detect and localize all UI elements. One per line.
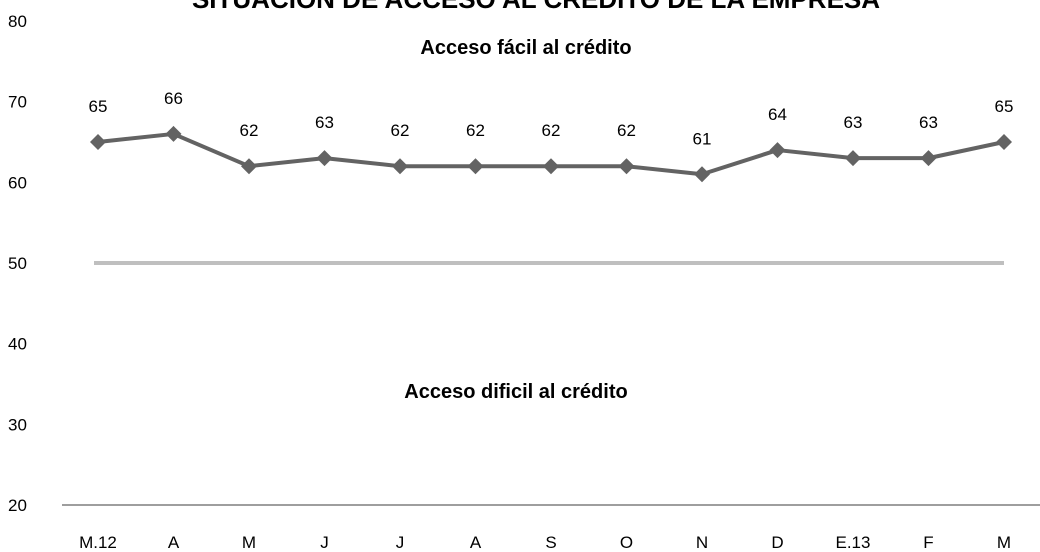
annotation-difficult-access: Acceso dificil al crédito [404, 381, 627, 403]
y-tick-label: 40 [8, 335, 27, 354]
y-tick-label: 30 [8, 415, 27, 434]
axis-layer: 20 30 40 50 60 70 80 M.12 A M J J A S O N D E.13 F M [8, 12, 1040, 552]
x-tick-label: A [168, 533, 180, 552]
y-tick-label: 60 [8, 173, 27, 192]
data-label: 62 [617, 121, 636, 140]
data-label: 62 [391, 121, 410, 140]
data-label: 63 [315, 113, 334, 132]
data-point-marker [90, 134, 106, 150]
data-point-marker [316, 150, 333, 167]
x-tick-label: M [997, 533, 1011, 552]
x-tick-label: E.13 [836, 533, 871, 552]
x-tick-label: A [470, 533, 482, 552]
data-point-marker [543, 158, 559, 175]
x-tick-label: J [320, 533, 329, 552]
data-point-marker [920, 150, 937, 167]
series-layer: 65 66 62 63 62 62 62 62 61 64 63 63 65 [89, 89, 1014, 183]
chart-title: SITUACIÓN DE ACCESO AL CRÉDITO DE LA EMP… [192, 0, 880, 14]
y-tick-label: 80 [8, 12, 27, 31]
x-tick-label: N [696, 533, 708, 552]
x-tick-label: S [545, 533, 556, 552]
x-tick-label: O [620, 533, 633, 552]
x-tick-label: M.12 [79, 533, 117, 552]
data-label: 62 [542, 121, 561, 140]
data-label: 64 [768, 105, 787, 124]
data-point-marker [769, 142, 786, 159]
x-tick-label: D [771, 533, 783, 552]
data-label: 63 [919, 113, 938, 132]
data-label: 62 [240, 121, 259, 140]
data-label: 63 [844, 113, 863, 132]
data-label: 65 [995, 97, 1014, 116]
y-tick-label: 50 [8, 254, 27, 273]
data-point-marker [467, 158, 484, 175]
data-label: 61 [693, 129, 712, 148]
data-label: 66 [164, 89, 183, 108]
x-tick-label: F [923, 533, 933, 552]
data-point-marker [165, 125, 182, 142]
y-tick-label: 20 [8, 496, 27, 515]
data-point-marker [845, 150, 861, 167]
data-point-marker [618, 158, 635, 175]
x-tick-label: M [242, 533, 256, 552]
annotation-easy-access: Acceso fácil al crédito [420, 37, 631, 59]
data-point-marker [241, 158, 257, 175]
data-point-marker [996, 134, 1012, 150]
x-tick-label: J [396, 533, 405, 552]
data-point-marker [392, 158, 408, 175]
y-tick-label: 70 [8, 93, 27, 112]
data-label: 62 [466, 121, 485, 140]
data-point-marker [694, 166, 710, 183]
data-label: 65 [89, 97, 108, 116]
